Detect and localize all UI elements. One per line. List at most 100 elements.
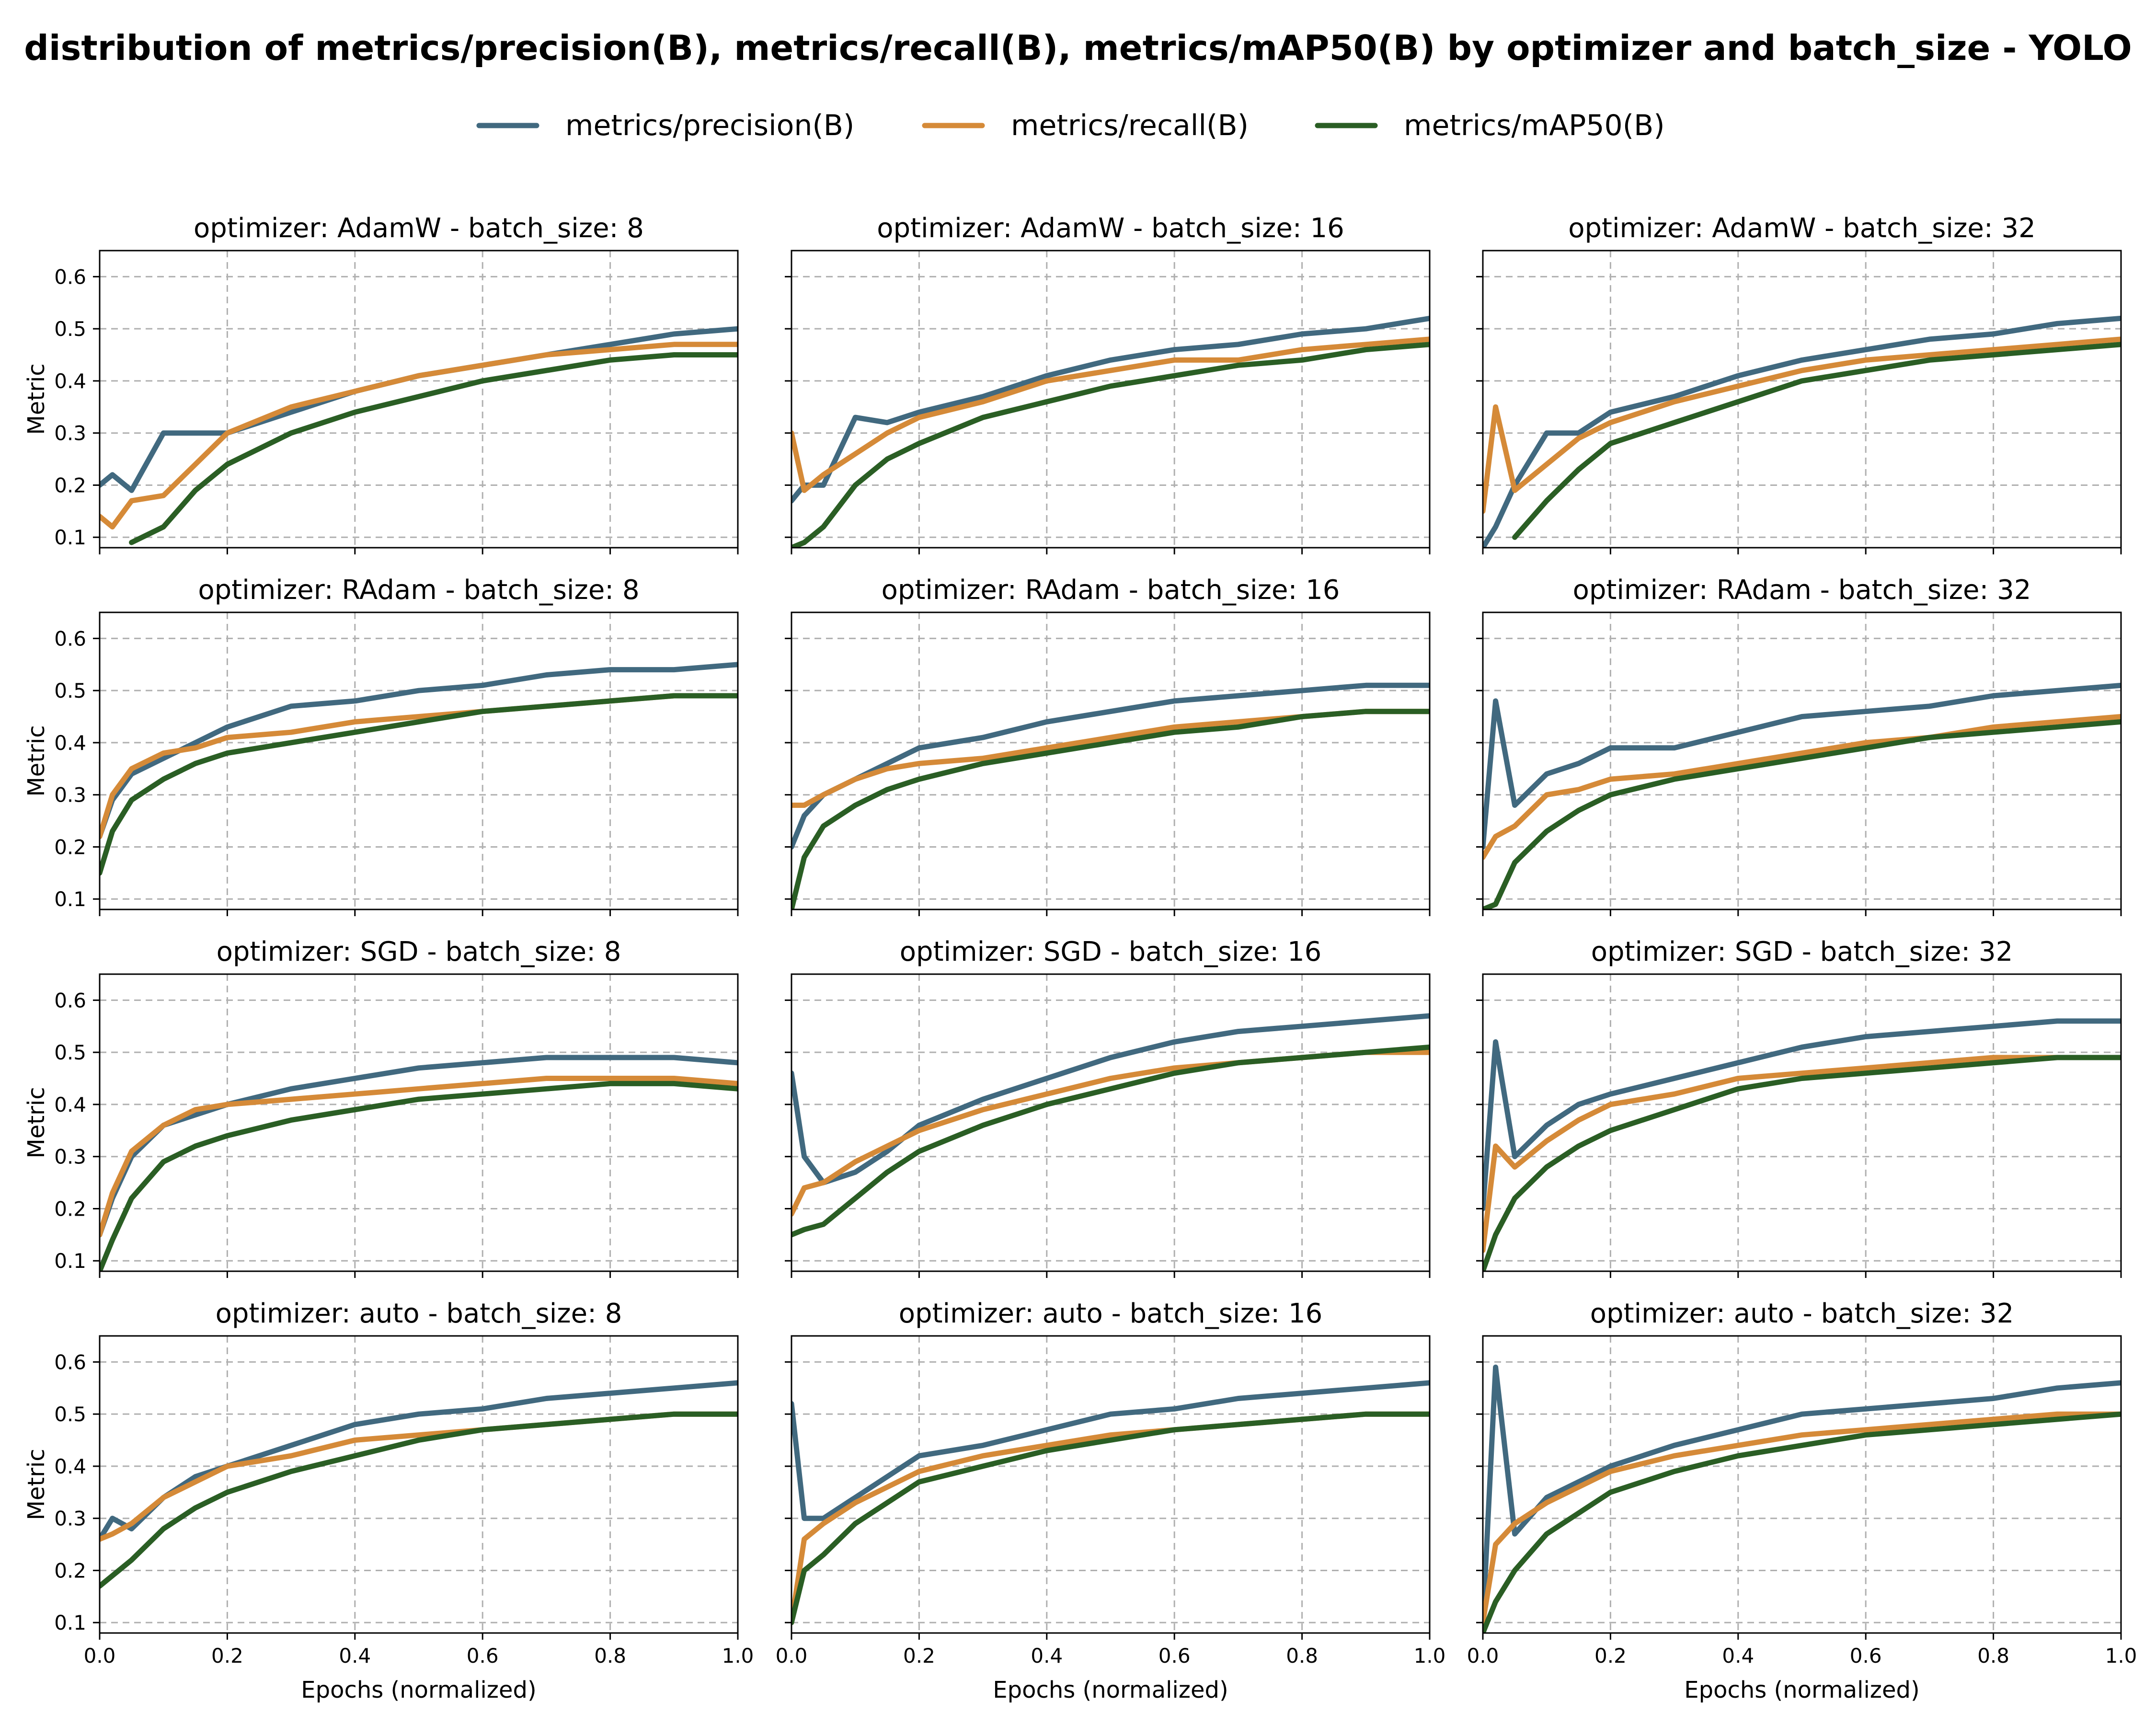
plot-frame (99, 250, 739, 549)
series-line (1483, 315, 2121, 548)
series-line (100, 1076, 738, 1238)
chart-panel: optimizer: RAdam - batch_size: 16 (785, 575, 1431, 916)
y-tick-label: 0.4 (54, 731, 86, 755)
chart-panel: optimizer: auto - batch_size: 32 0.0 0.2 0.… (1467, 1298, 2137, 1703)
y-tick-label: 0.3 (54, 1507, 86, 1530)
x-tick-label: 0.6 (1850, 1644, 1882, 1668)
x-tick-label: 0.4 (1031, 1644, 1063, 1668)
y-axis-label: Metric (23, 363, 50, 435)
y-axis-label: Metric (23, 1449, 50, 1520)
panel-title: optimizer: RAdam - batch_size: 8 (198, 575, 639, 606)
panel-title: optimizer: SGD - batch_size: 16 (900, 936, 1321, 967)
plot-frame (791, 973, 1431, 1272)
series-line (100, 693, 738, 876)
x-tick-label: 0.2 (903, 1644, 935, 1668)
x-tick-label: 0.6 (1158, 1644, 1191, 1668)
chart-panel: optimizer: auto - batch_size: 16 0.0 0.2 0.… (776, 1298, 1446, 1703)
chart-panel: optimizer: auto - batch_size: 8 0.0 0.2 0.4… (23, 1298, 754, 1703)
series-line (1512, 342, 2121, 540)
x-tick-label: 1.0 (722, 1644, 754, 1668)
legend-label: metrics/precision(B) (565, 109, 854, 142)
y-tick-label: 0.1 (54, 526, 86, 549)
series-line (100, 1380, 738, 1542)
x-tick-label: 1.0 (1414, 1644, 1446, 1668)
y-tick-label: 0.5 (54, 679, 86, 702)
plot-frame (1482, 1335, 2122, 1634)
panel-title: optimizer: auto - batch_size: 16 (899, 1298, 1322, 1329)
x-tick-label: 0.0 (1467, 1644, 1499, 1668)
chart-panel: optimizer: SGD - batch_size: 8 0.1 0.2 0.3 0… (23, 936, 739, 1278)
plot-frame (791, 250, 1431, 549)
y-tick-label: 0.2 (54, 1197, 86, 1220)
series-line (791, 1411, 1430, 1625)
series-line (791, 342, 1430, 548)
legend-label: metrics/mAP50(B) (1404, 109, 1665, 142)
series-line (1483, 1055, 2121, 1271)
plot-frame (1482, 611, 2122, 910)
chart-panel: optimizer: SGD - batch_size: 16 (785, 936, 1431, 1278)
series-line (1483, 336, 2121, 514)
y-tick-label: 0.5 (54, 317, 86, 341)
y-axis-label: Metric (23, 1087, 50, 1158)
panel-title: optimizer: RAdam - batch_size: 16 (882, 575, 1340, 606)
x-tick-label: 0.4 (1722, 1644, 1754, 1668)
plot-frame (99, 973, 739, 1272)
x-tick-label: 0.8 (594, 1644, 626, 1668)
series-line (1483, 719, 2121, 909)
chart-panel: optimizer: AdamW - batch_size: 16 (785, 213, 1431, 554)
series-line (129, 352, 738, 545)
series-line (1483, 1411, 2121, 1625)
y-tick-label: 0.6 (54, 265, 86, 288)
plot-frame (791, 1335, 1431, 1634)
series-line (1483, 1055, 2121, 1253)
series-line (100, 1411, 738, 1589)
x-axis-label: Epochs (normalized) (301, 1677, 536, 1703)
plot-frame (791, 611, 1431, 910)
plot-frame (1482, 973, 2122, 1272)
x-tick-label: 0.8 (1286, 1644, 1318, 1668)
series-line (100, 1081, 738, 1271)
series-line (1483, 682, 2121, 850)
y-tick-label: 0.2 (54, 835, 86, 859)
series-line (100, 1055, 738, 1238)
panels-grid: optimizer: AdamW - batch_size: 8 0.1 0.2 0.… (23, 213, 2137, 1703)
panel-title: optimizer: SGD - batch_size: 8 (217, 936, 621, 967)
y-axis-label: Metric (23, 725, 50, 796)
x-axis-label: Epochs (normalized) (1684, 1677, 1919, 1703)
y-tick-label: 0.5 (54, 1041, 86, 1064)
x-tick-label: 0.6 (467, 1644, 499, 1668)
chart-panel: optimizer: SGD - batch_size: 32 (1476, 936, 2122, 1278)
chart-panel: optimizer: AdamW - batch_size: 8 0.1 0.2 0.… (23, 213, 739, 554)
y-tick-label: 0.3 (54, 783, 86, 807)
x-tick-label: 0.0 (84, 1644, 116, 1668)
panel-title: optimizer: AdamW - batch_size: 16 (877, 213, 1344, 244)
series-line (791, 336, 1430, 493)
y-tick-label: 0.6 (54, 989, 86, 1012)
panel-title: optimizer: auto - batch_size: 32 (1590, 1298, 2014, 1329)
x-axis-label: Epochs (normalized) (993, 1677, 1228, 1703)
legend-label: metrics/recall(B) (1011, 109, 1249, 142)
y-tick-label: 0.5 (54, 1403, 86, 1426)
x-tick-label: 0.8 (1977, 1644, 2009, 1668)
y-tick-label: 0.4 (54, 1455, 86, 1478)
plot-frame (1482, 250, 2122, 549)
y-tick-label: 0.1 (54, 887, 86, 911)
panel-title: optimizer: AdamW - batch_size: 32 (1568, 213, 2036, 244)
series-line (1483, 1411, 2121, 1633)
panel-title: optimizer: AdamW - batch_size: 8 (194, 213, 644, 244)
chart-panel: optimizer: RAdam - batch_size: 32 (1476, 575, 2122, 916)
y-tick-label: 0.2 (54, 473, 86, 497)
y-tick-label: 0.3 (54, 1145, 86, 1169)
y-tick-label: 0.6 (54, 1350, 86, 1374)
figure-title: distribution of metrics/precision(B), me… (24, 28, 2132, 68)
series-line (100, 342, 738, 529)
series-line (791, 709, 1430, 909)
series-line (100, 662, 738, 840)
legend: metrics/precision(B) metrics/recall(B) met… (476, 109, 1665, 142)
y-tick-label: 0.1 (54, 1249, 86, 1273)
panel-title: optimizer: RAdam - batch_size: 32 (1573, 575, 2031, 606)
plot-frame (99, 611, 739, 910)
chart-panel: optimizer: RAdam - batch_size: 8 0.1 0.2 0.… (23, 575, 739, 916)
x-tick-label: 0.4 (339, 1644, 371, 1668)
